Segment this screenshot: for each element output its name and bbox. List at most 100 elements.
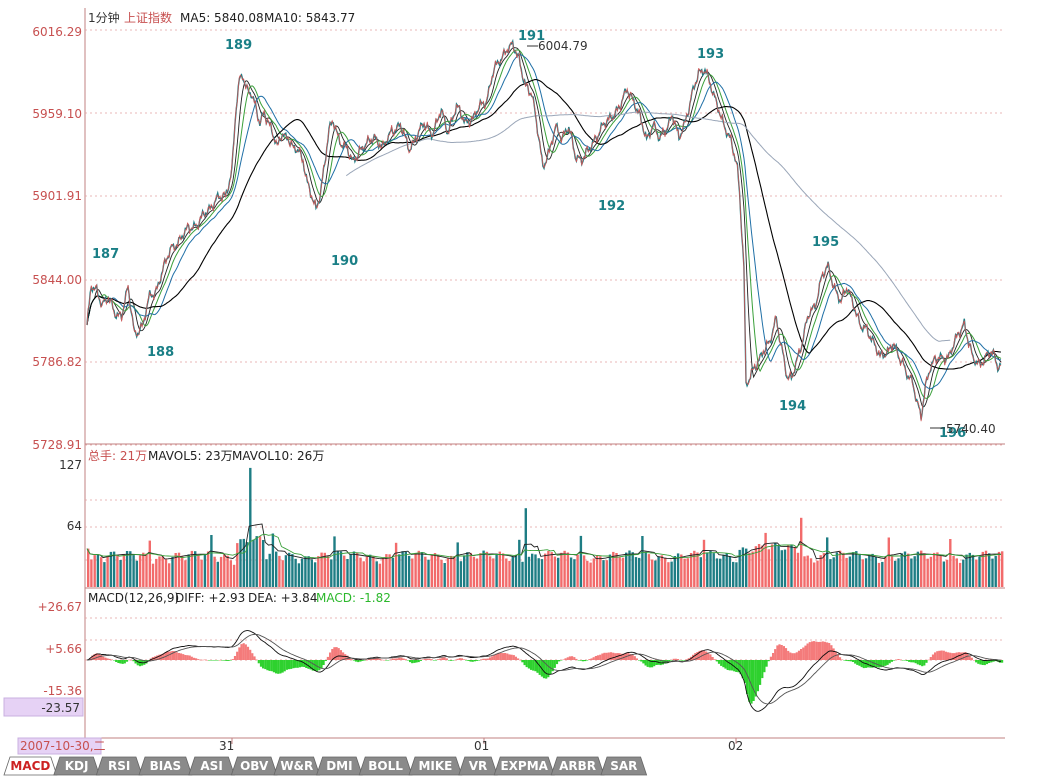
high-value-label: 6004.79 — [538, 39, 588, 53]
volume-bar — [424, 556, 427, 587]
macd-bar — [454, 659, 457, 661]
macd-dea-label: DEA: +3.84 — [248, 591, 317, 605]
volume-bar — [242, 538, 245, 587]
macd-bar — [357, 660, 360, 663]
macd-bar — [359, 660, 362, 662]
volume-bar — [936, 552, 939, 587]
tab-label: W&R — [280, 759, 313, 773]
volume-bar — [822, 553, 826, 587]
tab-boll[interactable]: BOLL — [358, 756, 413, 776]
macd-bar — [646, 660, 649, 667]
volume-bar — [566, 552, 570, 587]
macd-bar — [968, 655, 971, 660]
volume-bar — [488, 556, 492, 587]
macd-bar — [897, 659, 900, 660]
tab-rsi[interactable]: RSI — [95, 756, 143, 776]
volume-bar — [378, 563, 382, 587]
macd-bar — [558, 660, 561, 662]
macd-bar — [940, 650, 943, 660]
volume-bar — [689, 553, 693, 587]
macd-bar — [977, 660, 980, 664]
macd-bar — [432, 660, 435, 661]
volume-bar — [631, 552, 634, 587]
macd-bar — [370, 658, 373, 660]
macd-bar — [910, 660, 913, 663]
volume-bar — [145, 553, 148, 587]
macd-bar — [450, 660, 453, 661]
macd-bar — [445, 658, 448, 660]
volume-bar — [291, 554, 294, 587]
tab-kdj[interactable]: KDJ — [53, 756, 100, 776]
tab-label: EXPMA — [500, 759, 548, 773]
wave-annotations: 187 188 189 190 191 192 193 194 195 196 — [92, 29, 966, 441]
volume-bar — [958, 562, 962, 587]
volume-bar — [832, 557, 835, 587]
tab-mike[interactable]: MIKE — [408, 756, 463, 776]
tab-expma[interactable]: EXPMA — [493, 756, 555, 776]
volume-bar — [521, 561, 524, 587]
volume-bar — [427, 559, 430, 587]
macd-bar — [908, 660, 911, 662]
volume-bar — [894, 560, 897, 587]
volume-bar — [459, 561, 463, 587]
volume-bar — [706, 552, 709, 587]
macd-bar — [184, 655, 187, 660]
macd-bar — [486, 658, 489, 660]
macd-bar — [106, 658, 109, 660]
volume-bar — [537, 558, 540, 587]
macd-bar — [726, 660, 729, 670]
macd-bar — [311, 660, 314, 671]
macd-bar — [363, 660, 366, 661]
tab-wr[interactable]: W&R — [273, 756, 321, 776]
macd-bar — [495, 653, 498, 660]
macd-bar — [413, 660, 416, 663]
tab-vr[interactable]: VR — [458, 756, 498, 776]
macd-bar — [525, 660, 528, 668]
tab-dmi[interactable]: DMI — [316, 756, 363, 776]
volume-bar — [715, 558, 719, 587]
macd-bar — [638, 660, 641, 661]
tab-asi[interactable]: ASI — [188, 756, 235, 776]
volume-bar — [826, 537, 829, 587]
macd-bar — [290, 660, 293, 669]
volume-bar — [783, 549, 787, 587]
macd-bar — [553, 660, 556, 668]
mavol5-label: MAVOL5: 23万 — [148, 449, 233, 463]
volume-bar — [453, 556, 456, 587]
volume-bar — [297, 563, 301, 587]
volume-bar — [848, 556, 852, 587]
macd-bar — [281, 660, 284, 673]
volume-header: 总手: 21万 MAVOL5: 23万 MAVOL10: 26万 — [88, 449, 324, 463]
volume-bar — [219, 556, 223, 587]
macd-bar — [841, 659, 844, 660]
tab-shape — [53, 756, 100, 776]
macd-bar — [275, 660, 278, 674]
tab-arbr[interactable]: ARBR — [550, 756, 605, 776]
macd-bar — [456, 658, 459, 660]
price-axis: 6016.29 5959.10 5901.91 5844.00 5786.82 … — [32, 25, 82, 452]
volume-bar — [440, 559, 443, 587]
tab-shape — [550, 756, 605, 776]
volume-bar — [190, 550, 194, 587]
tab-sar[interactable]: SAR — [600, 756, 648, 776]
macd-bar — [683, 660, 686, 661]
macd-bar — [497, 652, 500, 660]
tab-label: MACD — [10, 759, 50, 773]
macd-bar — [488, 657, 492, 660]
volume-bar — [732, 561, 735, 587]
macd-bar — [536, 660, 539, 673]
macd-name-label: MACD(12,26,9) — [88, 591, 179, 605]
macd-bar — [923, 660, 926, 666]
tab-obv[interactable]: OBV — [230, 756, 278, 776]
tab-bias[interactable]: BIAS — [138, 756, 193, 776]
volume-bar — [686, 558, 689, 587]
ma10-label: MA10: 5843.77 — [264, 11, 355, 25]
macd-bar — [761, 660, 764, 679]
macd-tick: +5.66 — [45, 642, 82, 656]
macd-bar — [100, 655, 103, 660]
tab-macd[interactable]: MACD — [3, 756, 58, 776]
macd-bar — [409, 660, 412, 663]
wave-label-193: 193 — [697, 47, 724, 62]
volume-bar — [569, 557, 573, 587]
volume-bar — [673, 556, 676, 587]
